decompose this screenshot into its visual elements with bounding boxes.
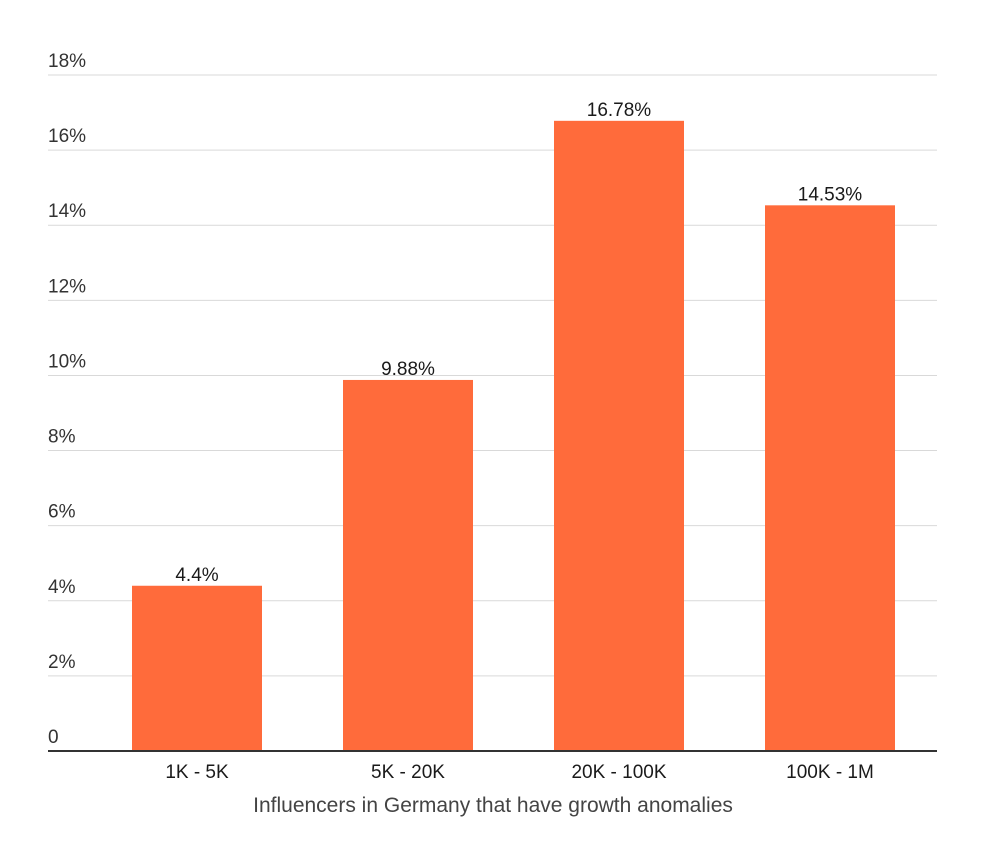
data-label: 4.4% <box>175 565 218 586</box>
x-tick-label: 1K - 5K <box>165 762 229 783</box>
y-tick-label: 10% <box>48 351 86 372</box>
data-label: 16.78% <box>587 100 652 121</box>
bar <box>765 205 895 752</box>
x-tick-label: 5K - 20K <box>371 762 445 783</box>
data-label: 14.53% <box>798 184 863 205</box>
bar <box>343 379 473 751</box>
y-tick-label: 14% <box>48 201 86 222</box>
y-tick-label: 0 <box>48 727 59 748</box>
x-axis-ticks: 1K - 5K 5K - 20K 20K - 100K 100K - 1M <box>165 762 874 783</box>
y-axis-ticks: 0 2% 4% 6% 8% 10% 12% 14% 16% 18% <box>48 51 86 748</box>
y-tick-label: 2% <box>48 652 76 673</box>
bars <box>132 120 895 752</box>
y-tick-label: 16% <box>48 126 86 147</box>
y-tick-label: 4% <box>48 577 76 598</box>
bar <box>132 585 262 751</box>
data-label: 9.88% <box>381 359 435 380</box>
data-labels: 4.4% 9.88% 16.78% 14.53% <box>175 100 862 586</box>
y-tick-label: 12% <box>48 276 86 297</box>
x-tick-label: 100K - 1M <box>786 762 874 783</box>
x-tick-label: 20K - 100K <box>571 762 666 783</box>
y-tick-label: 8% <box>48 427 76 448</box>
y-tick-label: 6% <box>48 502 76 523</box>
y-tick-label: 18% <box>48 51 86 72</box>
x-axis-title: Influencers in Germany that have growth … <box>253 794 733 817</box>
bar <box>554 120 684 752</box>
